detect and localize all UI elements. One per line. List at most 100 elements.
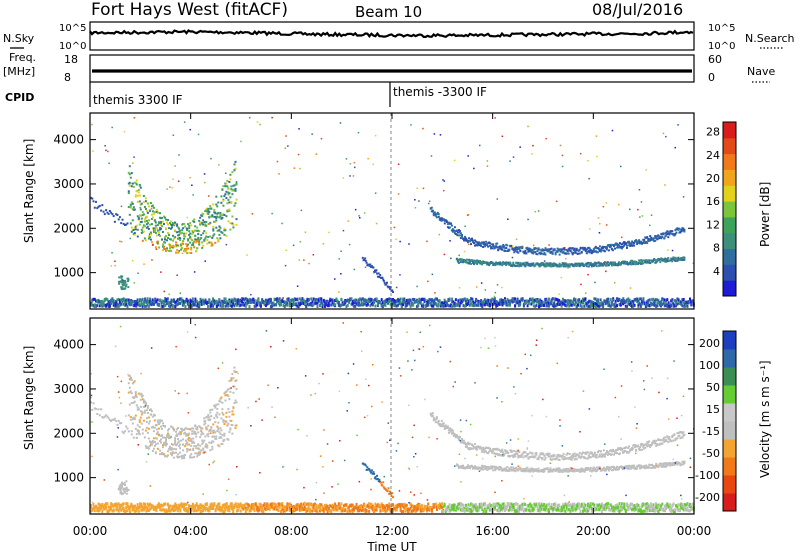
rti-pixel [319, 509, 321, 513]
rti-pixel [632, 507, 635, 511]
rti-pixel [256, 505, 259, 509]
rti-pixel [442, 510, 445, 514]
rti-pixel [569, 249, 572, 252]
rti-pixel [292, 506, 295, 510]
rti-pixel [383, 303, 386, 307]
rti-pixel [359, 217, 361, 219]
rti-pixel [461, 235, 463, 238]
rti-pixel [103, 503, 106, 507]
rti-pixel [269, 305, 272, 309]
rti-pixel [151, 440, 154, 442]
rti-pixel [610, 262, 613, 265]
rti-pixel [603, 261, 606, 264]
rti-pixel [521, 247, 524, 250]
rti-pixel [176, 224, 179, 227]
rti-pixel [146, 225, 149, 228]
rti-pixel [116, 298, 119, 302]
rti-pixel [566, 508, 569, 512]
rti-pixel [379, 274, 382, 276]
rti-pixel [670, 304, 673, 308]
rti-pixel [127, 277, 129, 280]
rti-pixel [437, 302, 440, 306]
rti-pixel [217, 211, 220, 214]
rti-pixel [136, 406, 139, 409]
freq-panel: Freq. [MHz] 18 8 60 0 Nave [3, 51, 775, 84]
rti-pixel [360, 301, 363, 305]
rti-pixel [404, 508, 407, 512]
rti-pixel [153, 419, 156, 422]
rti-pixel [278, 505, 281, 509]
rti-pixel [131, 300, 134, 303]
rti-pixel [662, 299, 665, 303]
rti-pixel [135, 183, 138, 186]
rti-pixel [470, 502, 472, 506]
rti-pixel [303, 505, 306, 509]
rti-pixel [504, 509, 506, 512]
rti-pixel [157, 302, 160, 306]
rti-pixel [110, 502, 113, 506]
rti-pixel [118, 303, 121, 307]
rti-pixel [141, 411, 144, 414]
rti-pixel [105, 304, 108, 308]
rti-pixel [138, 426, 141, 428]
rti-pixel [141, 214, 144, 217]
rti-pixel [122, 222, 125, 225]
rti-pixel [686, 507, 689, 510]
rti-pixel [427, 301, 430, 305]
rti-pixel [129, 237, 131, 240]
rti-pixel [548, 297, 550, 301]
rti-pixel [102, 505, 105, 508]
rti-pixel [217, 507, 220, 511]
rti-pixel [129, 222, 132, 225]
rti-pixel [366, 302, 369, 306]
rti-pixel [217, 240, 220, 243]
rti-pixel [612, 261, 614, 264]
rti-pixel [145, 223, 148, 226]
rti-pixel [441, 502, 444, 506]
rti-pixel [610, 264, 613, 267]
rti-pixel [673, 508, 676, 512]
rti-pixel [631, 299, 634, 303]
rti-pixel [574, 507, 577, 511]
rti-pixel [654, 259, 657, 261]
rti-pixel [458, 298, 461, 302]
rti-pixel [437, 504, 440, 508]
rti-pixel [429, 303, 432, 307]
rti-pixel [118, 280, 120, 283]
rti-pixel [160, 503, 163, 507]
rti-pixel [458, 507, 461, 510]
rti-pixel [117, 303, 120, 307]
rti-pixel [457, 231, 460, 234]
rti-pixel [152, 244, 154, 246]
rti-pixel [101, 502, 104, 506]
rti-pixel [385, 298, 388, 302]
rti-pixel [155, 248, 158, 250]
rti-pixel [300, 209, 303, 212]
rti-pixel [259, 503, 262, 507]
rti-pixel [453, 503, 456, 507]
rti-pixel [458, 301, 461, 305]
rti-pixel [550, 263, 553, 266]
rti-pixel [649, 262, 652, 265]
rti-pixel [201, 221, 204, 224]
rti-pixel [185, 232, 188, 235]
rti-pixel [449, 506, 452, 510]
rti-pixel [504, 507, 506, 511]
rti-pixel [173, 237, 176, 240]
rti-pixel [145, 304, 148, 308]
rti-pixel [186, 299, 189, 303]
rti-pixel [329, 504, 332, 508]
rti-pixel [190, 248, 193, 251]
rti-pixel [305, 507, 308, 511]
rti-pixel [214, 301, 217, 305]
rti-pixel [398, 298, 401, 302]
rti-pixel [184, 235, 187, 238]
rti-pixel [197, 504, 199, 508]
rti-pixel [672, 502, 675, 506]
rti-pixel [145, 420, 148, 423]
rti-pixel [475, 303, 478, 307]
rti-pixel [165, 508, 168, 512]
rti-pixel [662, 232, 665, 235]
rti-pixel [223, 195, 226, 197]
rti-pixel [360, 298, 363, 302]
